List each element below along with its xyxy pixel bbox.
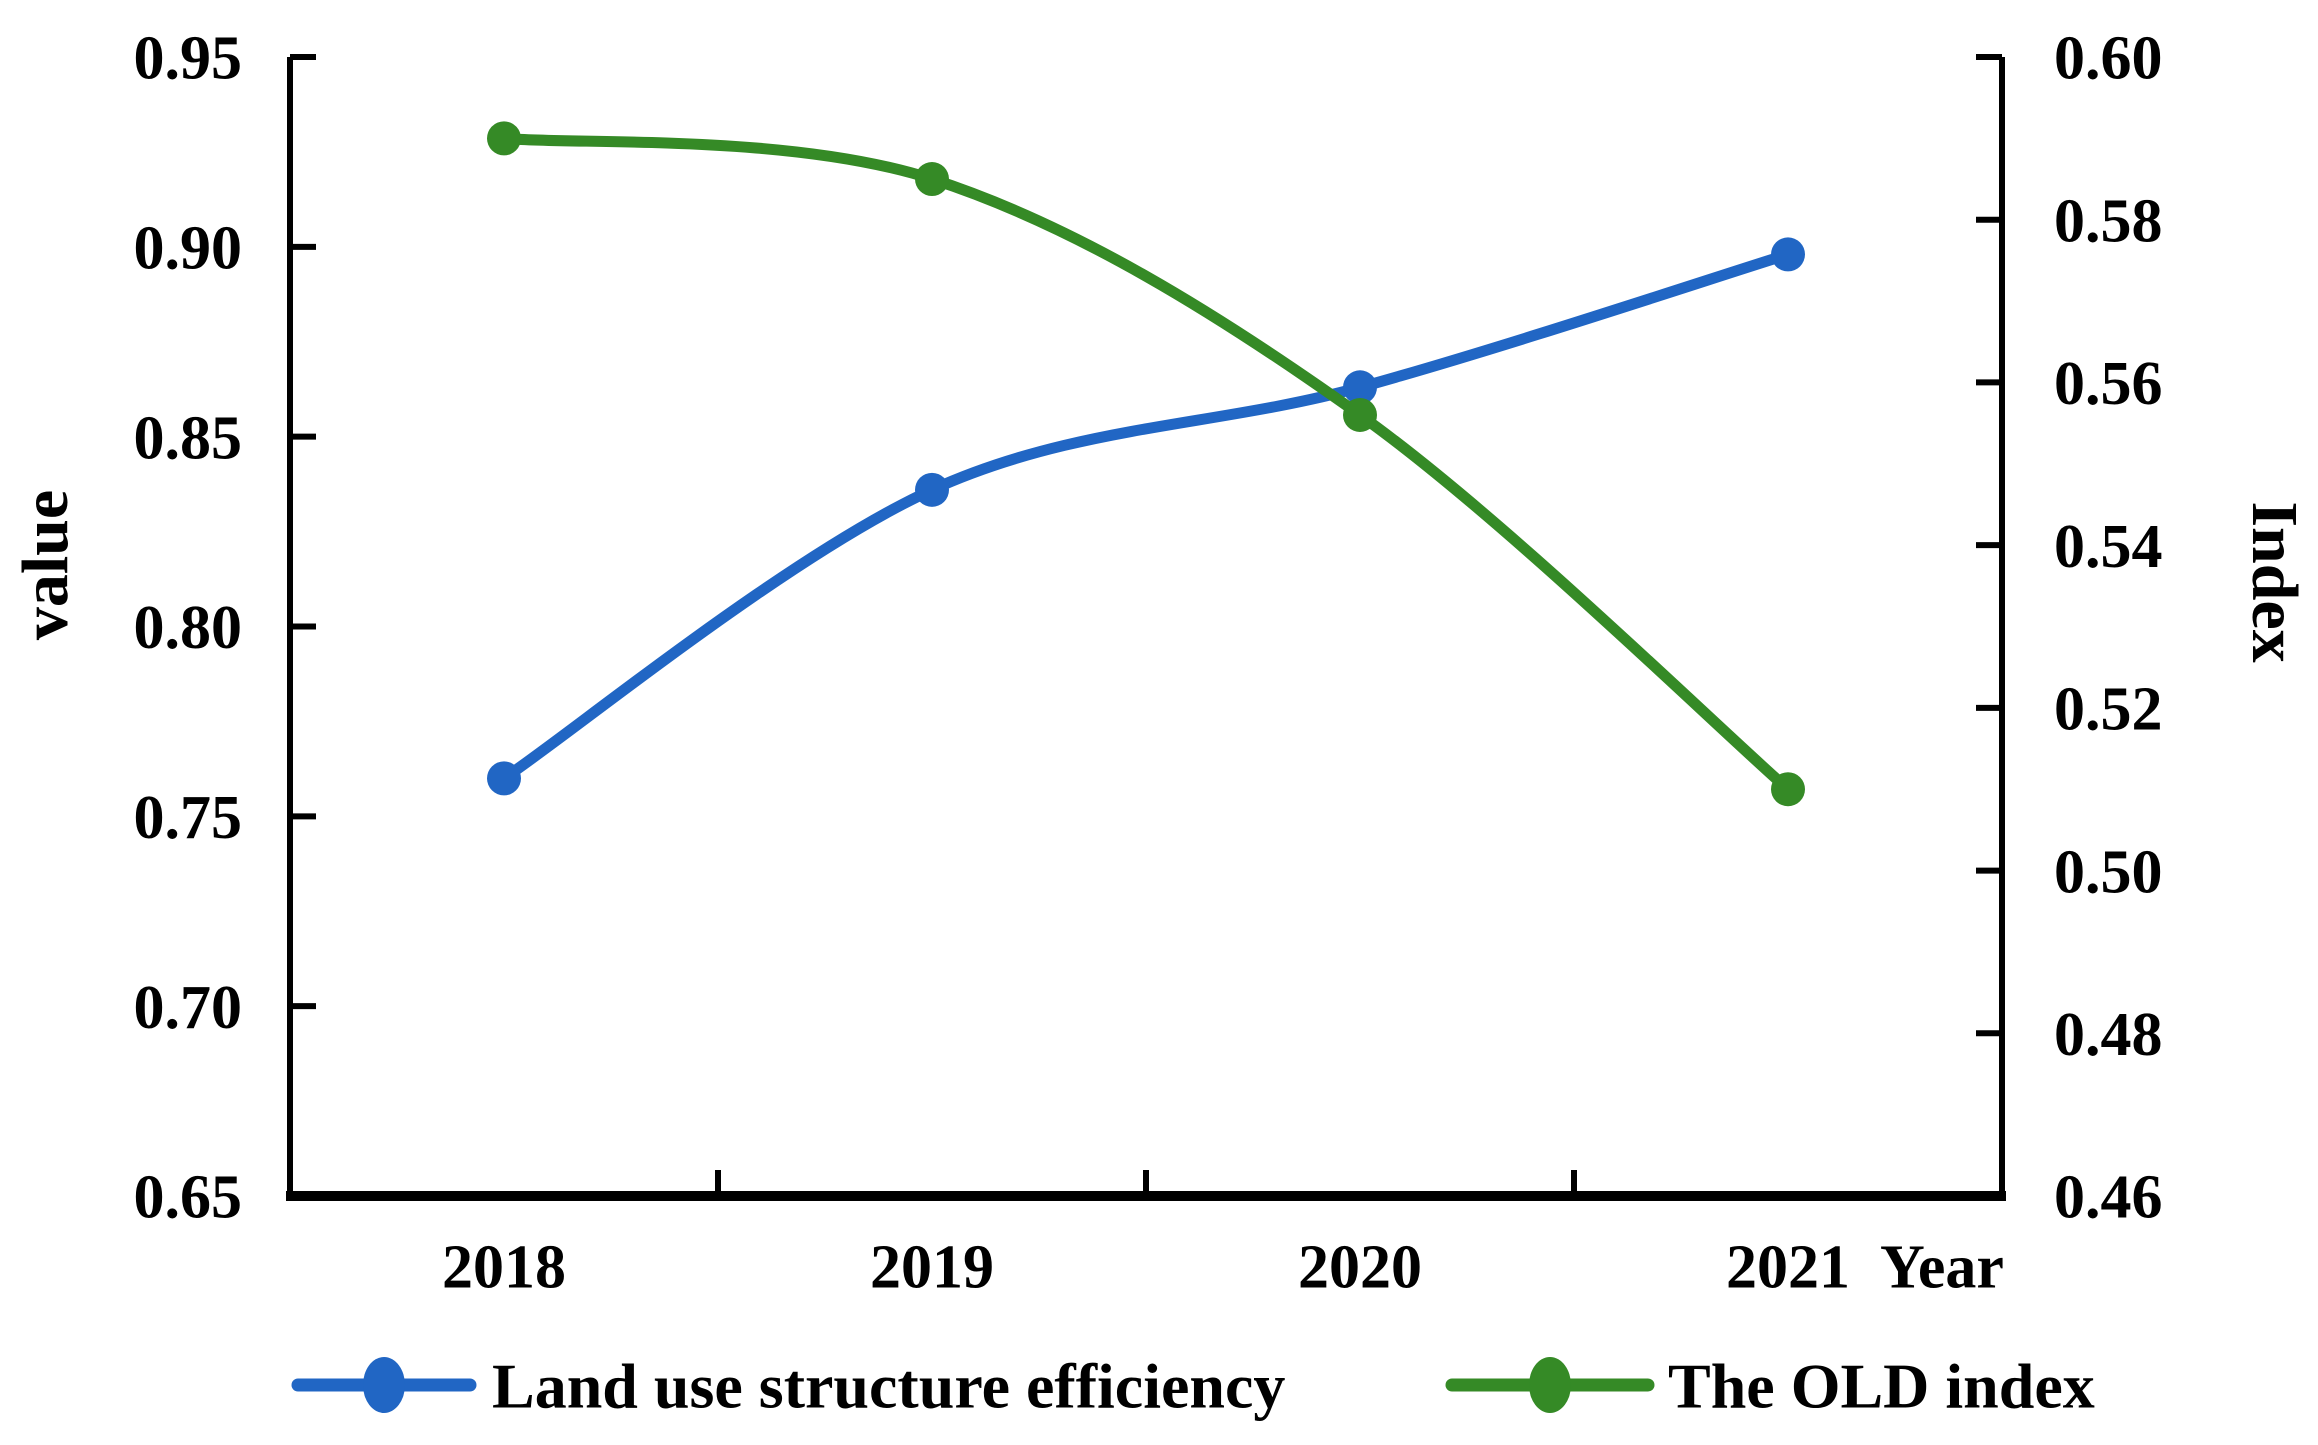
series-marker-land-use-structure-efficiency [1343, 370, 1377, 405]
series-marker-land-use-structure-efficiency [487, 761, 521, 796]
series-line-the-old-index [498, 132, 1794, 795]
right-axis-tick-label: 0.52 [2054, 676, 2163, 744]
series-marker-the-old-index [487, 121, 521, 156]
x-axis-tick-label: 2020 [1298, 1234, 1422, 1302]
left-axis-tick-label: 0.70 [134, 974, 243, 1042]
right-axis-tick-label: 0.46 [2054, 1164, 2163, 1232]
series-marker-the-old-index [1771, 772, 1805, 807]
legend-item: The OLD index [1445, 1350, 2095, 1421]
series-group [487, 121, 1805, 807]
legend-swatch-marker [363, 1357, 405, 1413]
left-axis-title: value [9, 490, 82, 640]
legend-item-label: The OLD index [1668, 1350, 2095, 1421]
left-axis-tick-label: 0.75 [134, 784, 243, 852]
right-axis-tick-label: 0.48 [2054, 1001, 2163, 1069]
x-axis-tick-label: 2019 [870, 1234, 994, 1302]
right-axis-tick-label: 0.58 [2054, 187, 2163, 255]
series-marker-land-use-structure-efficiency [915, 472, 949, 507]
x-axis-tick-label: 2018 [442, 1234, 566, 1302]
x-axis-labels: 2018 2019 2020 2021 [442, 1234, 1850, 1302]
series-line-land-use-structure-efficiency [498, 248, 1794, 784]
x-axis-tick-label: 2021 [1726, 1234, 1850, 1302]
axes-group: 0.95 0.90 0.85 0.80 0.75 0.70 0.65 0.60 0.58 0.56… [134, 25, 2163, 1232]
left-axis-tick-label: 0.90 [134, 215, 243, 283]
left-axis-tick-label: 0.95 [134, 25, 243, 93]
left-axis-tick-label: 0.80 [134, 594, 243, 662]
legend-item-label: Land use structure efficiency [492, 1350, 1285, 1421]
legend: Land use structure efficiency The OLD ind… [291, 1350, 2095, 1421]
series-marker-the-old-index [1343, 397, 1377, 432]
legend-item: Land use structure efficiency [291, 1350, 1285, 1421]
right-axis-tick-label: 0.60 [2054, 25, 2163, 93]
legend-swatch-marker [1529, 1357, 1571, 1413]
left-axis-tick-label: 0.65 [134, 1164, 243, 1232]
right-axis-title: Index [2238, 501, 2311, 662]
right-axis-tick-label: 0.50 [2054, 838, 2163, 906]
series-marker-the-old-index [915, 162, 949, 197]
x-axis-title: Year [1880, 1234, 2004, 1302]
series-marker-land-use-structure-efficiency [1771, 237, 1805, 272]
left-axis-tick-label: 0.85 [134, 404, 243, 472]
right-axis-tick-label: 0.54 [2054, 513, 2163, 581]
right-axis-tick-label: 0.56 [2054, 350, 2163, 418]
